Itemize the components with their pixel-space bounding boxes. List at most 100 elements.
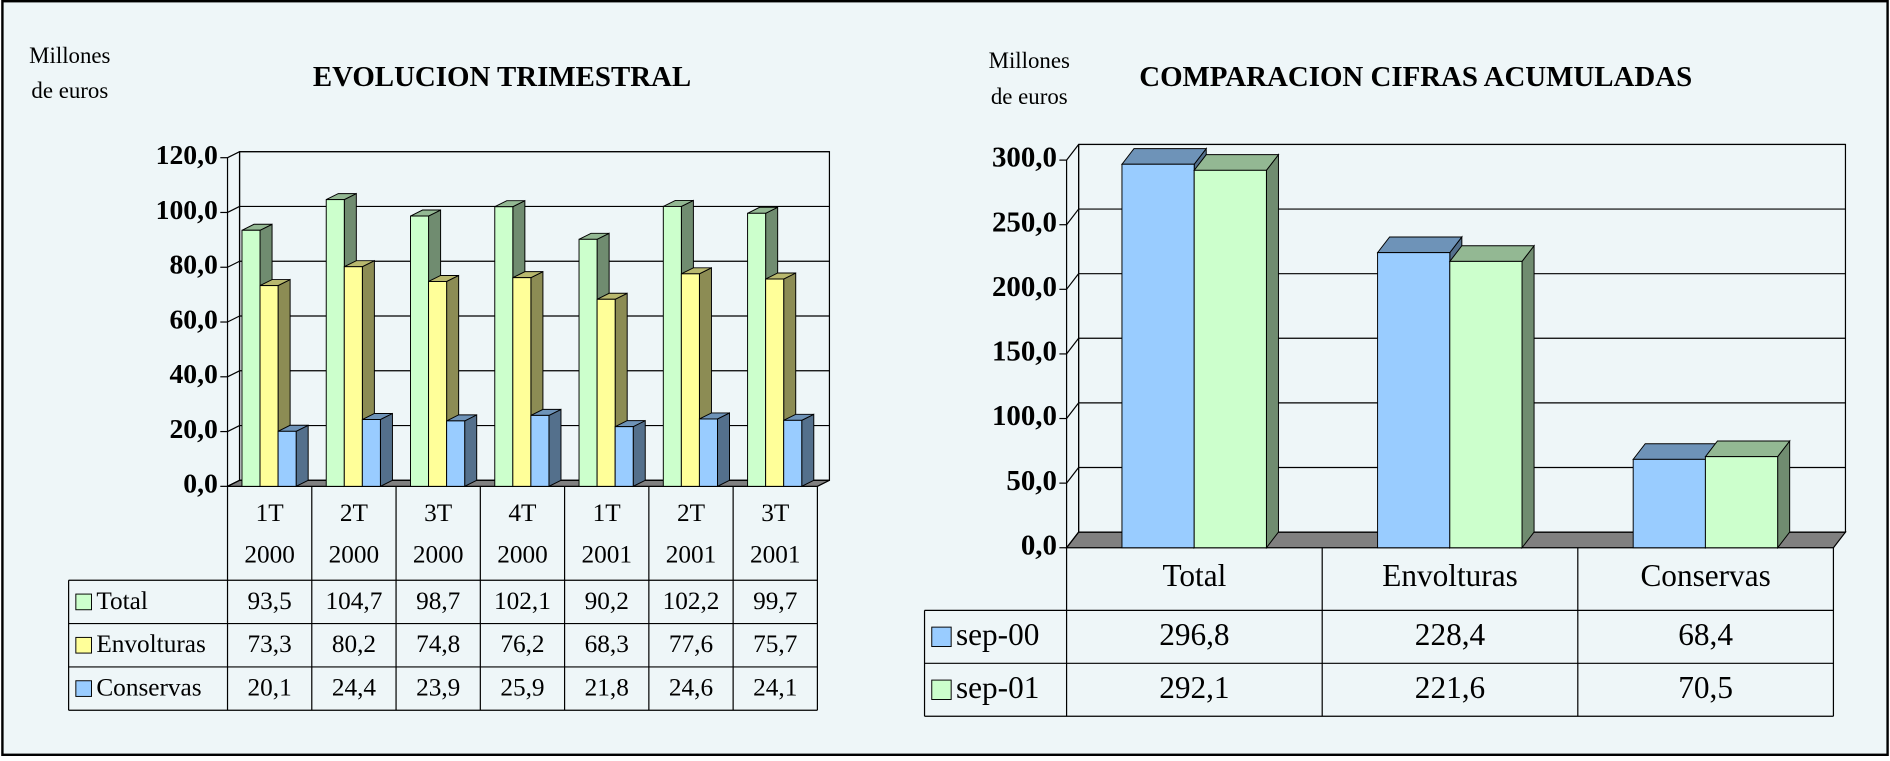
y-tick-label: 200,0 xyxy=(992,271,1057,303)
table-value: 228,4 xyxy=(1415,617,1486,652)
x-tick-label: 3T xyxy=(761,499,790,527)
legend-swatch xyxy=(75,593,92,611)
y-axis-label: de euros xyxy=(991,84,1068,109)
bar-front xyxy=(578,238,598,487)
table-value: 68,4 xyxy=(1678,617,1733,652)
x-tick-label: 2T xyxy=(340,499,369,527)
x-tick-label: 2001 xyxy=(581,541,632,569)
bar-front xyxy=(361,419,381,487)
bar-front xyxy=(512,277,532,487)
bar-side xyxy=(1265,153,1279,550)
table-value: 102,1 xyxy=(494,587,551,615)
bar-top xyxy=(1376,236,1463,254)
x-tick-label: 2001 xyxy=(666,541,717,569)
grid-line-side xyxy=(227,151,240,159)
bar xyxy=(1448,244,1536,550)
bar-front xyxy=(1377,252,1451,549)
y-tick-label: 40,0 xyxy=(169,358,217,389)
table-value: 80,2 xyxy=(332,630,376,658)
bar-front xyxy=(1193,169,1267,549)
grid-line-side xyxy=(227,425,240,433)
table-value: 90,2 xyxy=(585,587,629,615)
bar-front xyxy=(747,212,767,487)
bar-side xyxy=(295,424,309,488)
table-value: 68,3 xyxy=(585,630,629,658)
bar-front xyxy=(1632,458,1706,549)
legend-label: sep-00 xyxy=(956,617,1039,652)
legend-label: Envolturas xyxy=(96,630,205,658)
chart-title: EVOLUCION TRIMESTRAL xyxy=(313,61,691,93)
bar-front xyxy=(530,414,550,487)
x-tick-label: Conservas xyxy=(1640,558,1770,593)
y-tick-label: 150,0 xyxy=(992,336,1057,368)
bar-side xyxy=(716,412,730,488)
table-value: 296,8 xyxy=(1159,617,1229,652)
x-tick-label: 1T xyxy=(256,499,285,527)
y-tick-label: 60,0 xyxy=(169,303,217,334)
bar xyxy=(698,412,730,488)
legend-label: Conservas xyxy=(96,674,201,702)
legend-label: sep-01 xyxy=(956,670,1039,705)
bar-front xyxy=(343,266,363,487)
grid-line-side xyxy=(1066,208,1080,226)
grid-line-side xyxy=(227,479,240,487)
y-axis-label: Millones xyxy=(989,48,1070,73)
x-tick-label: 2000 xyxy=(413,541,464,569)
bar-front xyxy=(446,420,466,487)
bar xyxy=(1632,442,1719,550)
bar xyxy=(1120,147,1208,550)
bar-top xyxy=(1120,148,1208,165)
bar xyxy=(1704,439,1791,550)
bar xyxy=(361,412,393,488)
y-tick-label: 250,0 xyxy=(992,206,1057,238)
grid-line-side xyxy=(1066,144,1080,161)
bar xyxy=(1376,235,1463,550)
x-tick-label: Total xyxy=(1162,558,1226,593)
y-tick-label: 300,0 xyxy=(992,142,1057,174)
table-value: 73,3 xyxy=(248,630,292,658)
bar-side xyxy=(464,414,478,488)
bar-front xyxy=(277,430,297,487)
grid-line-side xyxy=(227,205,240,214)
table-value: 24,4 xyxy=(332,674,377,702)
table-value: 70,5 xyxy=(1678,670,1733,705)
bar xyxy=(446,414,478,488)
bar-front xyxy=(241,229,261,487)
grid-line-side xyxy=(1066,402,1080,419)
bar xyxy=(614,419,646,488)
table-value: 76,2 xyxy=(500,630,544,658)
chart-title: COMPARACION CIFRAS ACUMULADAS xyxy=(1139,61,1692,93)
bar xyxy=(783,413,815,488)
bar-front xyxy=(662,205,682,487)
x-tick-label: 2000 xyxy=(329,541,380,569)
bar-front xyxy=(494,206,514,487)
bar-side xyxy=(1777,439,1791,550)
table-value: 25,9 xyxy=(500,674,544,702)
bar-side xyxy=(632,419,646,488)
table-value: 221,6 xyxy=(1415,670,1485,705)
y-tick-label: 20,0 xyxy=(169,413,217,444)
table-value: 23,9 xyxy=(416,674,460,702)
table-value: 292,1 xyxy=(1159,670,1229,705)
y-axis-label: de euros xyxy=(31,78,108,103)
grid-line-side xyxy=(227,315,240,323)
table-value: 98,7 xyxy=(416,587,460,615)
bar-front xyxy=(259,285,279,487)
bar-front xyxy=(325,199,345,487)
bar-front xyxy=(1704,456,1779,549)
table-value: 99,7 xyxy=(753,587,797,615)
table-value: 102,2 xyxy=(663,587,720,615)
bar-side xyxy=(379,412,393,488)
table-value: 104,7 xyxy=(325,587,382,615)
table-value: 24,6 xyxy=(669,674,713,702)
x-tick-label: 3T xyxy=(424,499,453,527)
bar-top xyxy=(1193,154,1280,171)
legend-swatch xyxy=(931,626,952,648)
x-tick-label: 2T xyxy=(677,499,706,527)
grid-line-side xyxy=(1066,531,1080,549)
bar-front xyxy=(783,419,803,487)
y-tick-label: 50,0 xyxy=(1006,465,1057,497)
grid-line-side xyxy=(227,370,240,378)
